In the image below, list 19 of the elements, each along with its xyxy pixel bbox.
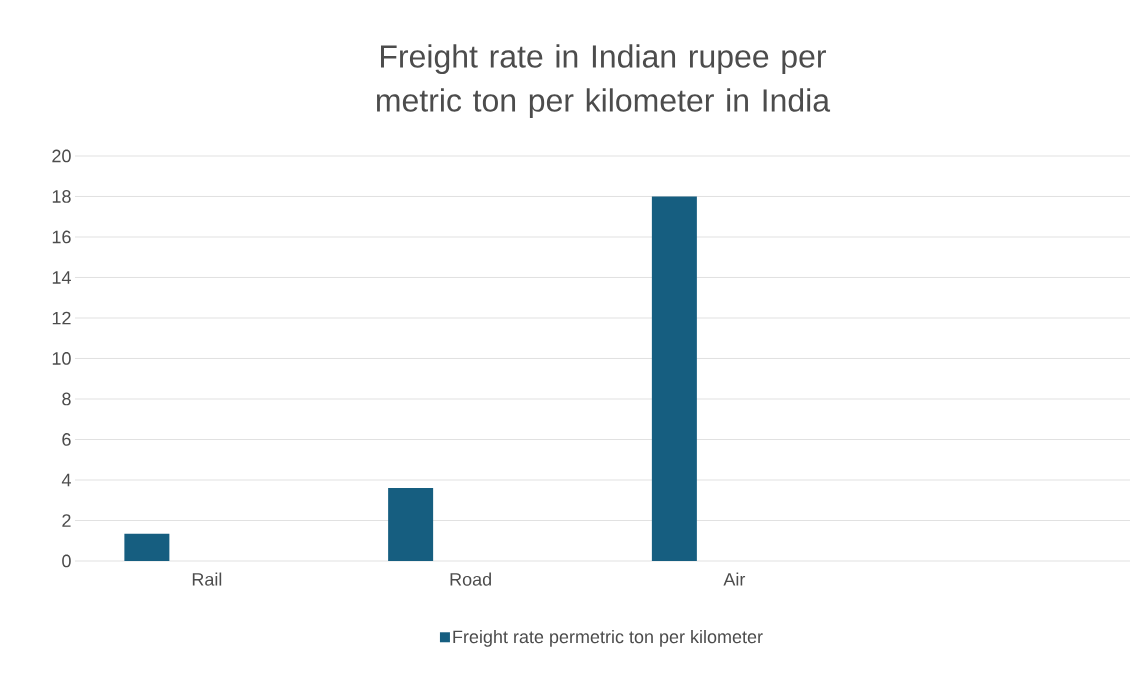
y-tick-label: 4 xyxy=(61,473,71,487)
x-tick-label: Air xyxy=(723,572,746,586)
y-tick-label: 2 xyxy=(62,514,71,527)
y-tick-label: 18 xyxy=(52,190,71,203)
y-tick-label: 20 xyxy=(52,149,71,163)
y-tick-label: 8 xyxy=(62,392,71,406)
legend-label: Freight rate permetric ton per kilometer xyxy=(453,630,763,647)
y-tick-label: 10 xyxy=(52,352,71,365)
bar xyxy=(651,196,697,561)
bar xyxy=(388,488,434,561)
bar xyxy=(124,533,170,561)
y-tick-label: 12 xyxy=(52,311,71,325)
chart-title: Freight rate in Indian rupee per metric ton per kilometer in India xyxy=(376,44,831,119)
y-tick-label: 14 xyxy=(52,271,71,284)
y-tick-label: 0 xyxy=(62,554,71,568)
y-tick-label: 6 xyxy=(62,433,71,446)
y-tick-label: 16 xyxy=(52,230,71,244)
x-tick-label: Rail xyxy=(192,572,222,586)
x-tick-label: Road xyxy=(450,572,491,586)
